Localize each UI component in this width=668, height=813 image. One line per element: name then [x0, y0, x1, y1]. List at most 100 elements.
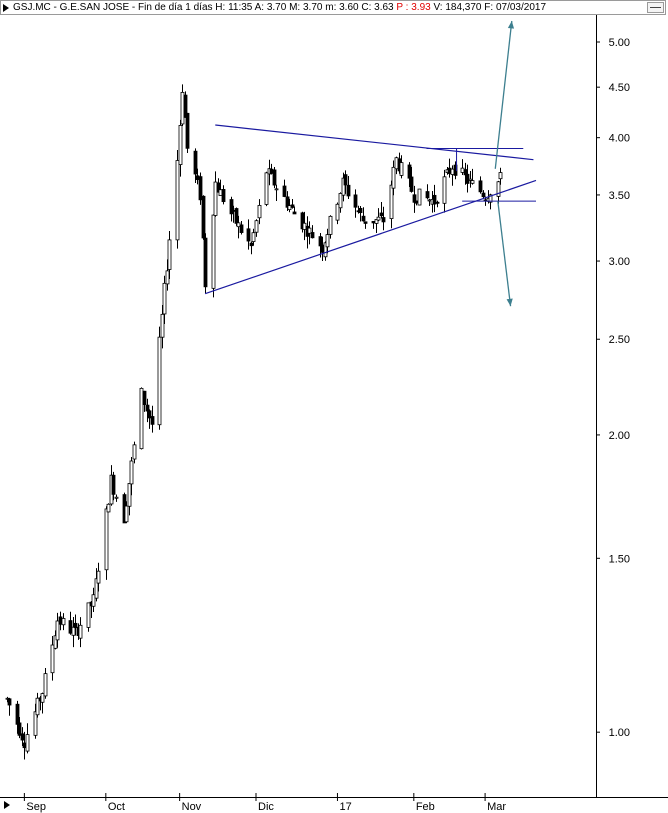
candle-body [246, 228, 251, 242]
y-axis: 1.00 1.50 2.00 2.50 3.00 3.50 4.00 4.50 5.00 [596, 37, 630, 739]
candle-body [193, 150, 198, 175]
candle-body [307, 227, 312, 234]
scroll-arrow-icon [4, 801, 10, 809]
candle-body [175, 160, 180, 241]
y-tick-label: 2.00 [609, 430, 630, 442]
candle-body [86, 602, 91, 628]
candle-body [292, 211, 297, 215]
candle-body [302, 222, 307, 230]
candle-body [195, 175, 200, 180]
candle-body [343, 174, 348, 186]
date-value: 07/03/2017 [495, 2, 547, 13]
candle-body [183, 94, 188, 118]
p-value: 3.93 [411, 2, 431, 13]
candle-body [414, 200, 419, 204]
candle-body [150, 416, 155, 425]
x-tick-label: Nov [182, 801, 202, 813]
candle-body [282, 185, 287, 197]
candle-body [124, 505, 129, 523]
candle-body [496, 181, 501, 197]
candle-body [338, 193, 343, 209]
breakout-down-arrow-head [506, 298, 513, 307]
high-label: M: [289, 2, 301, 13]
candle-body [427, 199, 432, 202]
candle-body [394, 157, 399, 170]
symbol-label: GSJ.MC - G.E.SAN JOSE - Fin de día 1 día… [13, 2, 213, 13]
x-tick-label: 17 [339, 801, 351, 813]
candle-body [142, 390, 147, 405]
candle-body [412, 194, 417, 203]
candle-body [15, 703, 20, 725]
candle-body [251, 232, 256, 242]
low-label: m: [325, 2, 337, 13]
candle-body [371, 221, 376, 224]
candle-body [328, 215, 333, 235]
candle-body [132, 444, 137, 460]
candle-body [78, 624, 83, 639]
candle-body [320, 244, 325, 253]
candle-body [50, 644, 55, 674]
candle-body [465, 173, 470, 184]
candle-body [450, 168, 455, 175]
candle-body [249, 242, 254, 247]
candle-body [165, 270, 170, 285]
candle-body [218, 189, 223, 196]
y-tick-label: 5.00 [609, 37, 630, 49]
volume-label: V: [433, 2, 443, 13]
candle-body [213, 181, 218, 216]
candle-body [379, 212, 384, 217]
play-icon[interactable] [3, 4, 9, 12]
candle-body [198, 176, 203, 201]
candle-body [488, 194, 493, 203]
price-chart[interactable]: 1.00 1.50 2.00 2.50 3.00 3.50 4.00 4.50 5.00 Sep… [0, 15, 668, 813]
candle-body [257, 205, 262, 219]
x-tick-label: Feb [416, 801, 435, 813]
chart-header: GSJ.MC - G.E.SAN JOSE - Fin de día 1 día… [0, 0, 666, 15]
y-tick-label: 1.50 [609, 553, 630, 565]
candle-body [290, 204, 295, 208]
candle-body [389, 184, 394, 219]
candle-body [407, 164, 412, 179]
x-tick-label: Dic [258, 801, 274, 813]
candle-body [127, 483, 132, 507]
candle-body [73, 622, 78, 629]
candle-body [111, 474, 116, 495]
candle-body [7, 698, 12, 706]
y-tick-label: 3.00 [609, 256, 630, 268]
candle-body [425, 191, 430, 199]
candle-body [325, 234, 330, 248]
candle-body [114, 496, 119, 499]
candle-body [310, 232, 315, 239]
candle-body [470, 180, 475, 184]
time-value: 11:35 [228, 2, 253, 13]
candle-body [55, 620, 60, 641]
minimize-button[interactable] [647, 2, 664, 13]
candle-body [71, 626, 76, 636]
candle-body [287, 205, 292, 211]
open-value: 3.70 [266, 2, 287, 13]
x-tick-label: Sep [26, 801, 46, 813]
x-tick-label: Mar [487, 801, 506, 813]
candle-body [104, 508, 109, 571]
close-label: C: [361, 2, 372, 13]
candle-body [145, 404, 150, 412]
quote-info: GSJ.MC - G.E.SAN JOSE - Fin de día 1 día… [13, 1, 546, 14]
candle-body [234, 208, 239, 224]
candle-body [442, 176, 447, 204]
candle-body [358, 207, 363, 214]
candle-body [58, 616, 63, 625]
candle-body [417, 188, 422, 206]
candle-body [409, 176, 414, 192]
close-value: 3.63 [374, 2, 394, 13]
candles [5, 84, 503, 760]
breakout-up-arrow-head [507, 21, 515, 29]
candle-body [399, 162, 404, 176]
low-value: 3.60 [339, 2, 359, 13]
candle-body [221, 189, 226, 203]
high-value: 3.70 [302, 2, 323, 13]
candle-body [374, 219, 379, 224]
candle-body [178, 124, 183, 165]
candle-body [264, 172, 269, 205]
candle-body [68, 620, 73, 634]
candle-body [361, 215, 366, 222]
